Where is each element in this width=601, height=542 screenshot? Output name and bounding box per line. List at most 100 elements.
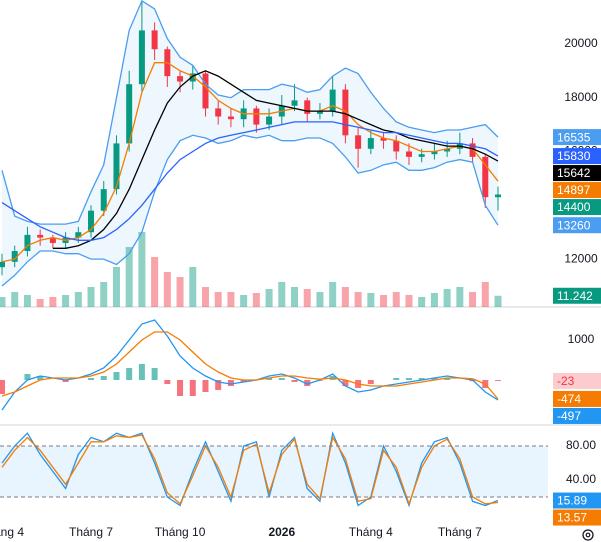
- candle-body: [88, 210, 95, 233]
- volume-bar: [291, 287, 299, 307]
- histogram-bar: [100, 376, 107, 380]
- candle-body: [151, 30, 158, 50]
- series-line: [1, 62, 499, 263]
- price-label: -497: [557, 409, 581, 423]
- candle-body: [75, 232, 82, 238]
- x-tick-label: Tháng 4: [349, 525, 393, 539]
- candle-body: [138, 30, 145, 85]
- series-line: [1, 134, 499, 287]
- volume-bar: [418, 297, 426, 307]
- volume-bar: [380, 295, 388, 307]
- volume-bar: [214, 292, 222, 307]
- band-fill: [2, 0, 498, 287]
- price-label-box: [553, 407, 601, 424]
- volume-bar: [163, 272, 171, 307]
- volume-bar: [87, 287, 95, 307]
- volume-bar: [443, 289, 451, 307]
- histogram-bar: [126, 368, 133, 380]
- volume-bar: [341, 287, 349, 307]
- y-tick-label: 12000: [564, 251, 598, 265]
- volume-bar: [456, 287, 464, 307]
- candle-body: [266, 116, 273, 125]
- candle-body: [418, 154, 425, 157]
- histogram-bar: [202, 380, 209, 392]
- volume-bar: [265, 289, 273, 307]
- candle-body: [469, 143, 476, 157]
- price-label-box: [553, 492, 601, 509]
- series-line: [1, 121, 499, 241]
- histogram-bar: [291, 380, 298, 382]
- candle-body: [49, 237, 56, 243]
- candle-body: [291, 100, 298, 106]
- price-label-box: [553, 217, 601, 234]
- candle-body: [329, 89, 336, 112]
- candle-body: [189, 73, 196, 82]
- candle-body: [100, 189, 107, 211]
- volume-bar: [494, 295, 502, 307]
- candle-body: [495, 194, 501, 198]
- price-label: 14400: [557, 200, 591, 214]
- price-label: 15.89: [557, 494, 587, 508]
- price-label-box: [553, 372, 601, 389]
- series-line: [1, 331, 499, 400]
- volume-bar: [278, 282, 286, 307]
- candle-body: [393, 140, 400, 152]
- histogram-bar: [266, 378, 273, 380]
- candle-body: [113, 143, 120, 190]
- histogram-bar: [495, 380, 501, 381]
- histogram-bar: [151, 368, 158, 380]
- settings-gear-hole[interactable]: [585, 532, 591, 538]
- candle-body: [304, 100, 311, 114]
- x-tick-label: Tháng 7: [438, 525, 482, 539]
- x-tick-label: Tháng 7: [69, 525, 113, 539]
- price-label-box: [553, 129, 601, 146]
- candle-body: [177, 76, 184, 82]
- candle-body: [380, 138, 387, 141]
- candle-body: [405, 151, 412, 157]
- price-label: -23: [557, 374, 575, 388]
- candle-body: [0, 261, 5, 268]
- histogram-bar: [177, 380, 184, 396]
- candle-body: [355, 135, 362, 149]
- candle-body: [482, 156, 489, 198]
- histogram-bar: [227, 380, 234, 386]
- histogram-bar: [393, 378, 400, 380]
- series-line: [1, 319, 499, 411]
- candle-body: [342, 89, 349, 136]
- volume-bar: [138, 232, 146, 307]
- volume-bar: [0, 297, 6, 307]
- histogram-bar: [342, 380, 349, 386]
- volume-bar: [176, 277, 184, 307]
- y-tick-label: 18000: [564, 90, 598, 104]
- histogram-bar: [0, 380, 5, 394]
- price-label-box: [553, 509, 601, 526]
- candle-body: [37, 234, 44, 238]
- price-label-box: [553, 390, 601, 407]
- volume-bar: [227, 292, 235, 307]
- price-label: 16535: [557, 130, 591, 144]
- volume-bar: [240, 295, 248, 307]
- pane: [0, 430, 548, 508]
- histogram-bar: [278, 378, 285, 380]
- x-tick-label: Tháng 10: [155, 525, 206, 539]
- settings-icon[interactable]: [582, 529, 594, 541]
- volume-bar: [201, 287, 209, 307]
- candle-body: [11, 251, 18, 262]
- series-line: [1, 434, 499, 506]
- x-tick-label: Tháng 4: [0, 525, 24, 539]
- volume-bar: [430, 293, 438, 307]
- candle-body: [24, 234, 31, 252]
- candle-body: [367, 138, 374, 149]
- volume-bar: [329, 282, 337, 307]
- volume-bar: [189, 267, 197, 307]
- settings-gear[interactable]: [582, 529, 594, 541]
- histogram-bar: [367, 380, 374, 384]
- volume-bar: [151, 257, 159, 307]
- volume-bar: [469, 292, 477, 307]
- histogram-bar: [189, 380, 196, 396]
- candle-body: [126, 84, 133, 144]
- y-tick-label: 1000: [568, 332, 595, 346]
- volume-bar: [62, 295, 70, 307]
- candle-body: [444, 148, 451, 152]
- price-label: 13260: [557, 218, 591, 232]
